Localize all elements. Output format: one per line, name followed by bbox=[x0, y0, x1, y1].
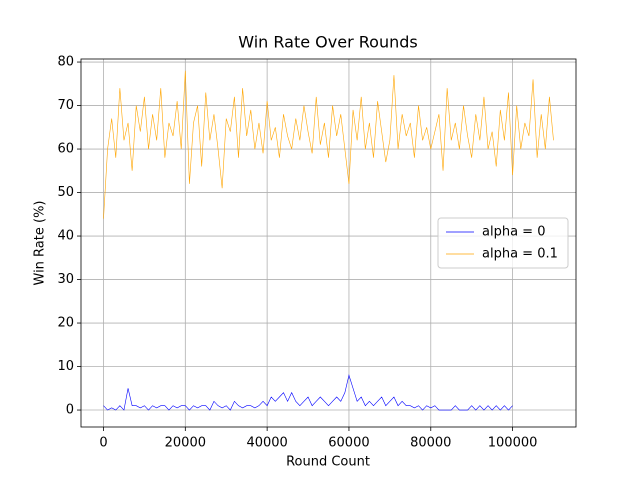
axes-frame bbox=[80, 58, 577, 428]
legend-label: alpha = 0.1 bbox=[482, 247, 558, 262]
y-tick-label: 50 bbox=[57, 185, 74, 200]
x-tick-label: 0 bbox=[99, 436, 107, 451]
chart-title: Win Rate Over Rounds bbox=[238, 33, 417, 52]
y-tick-label: 30 bbox=[57, 272, 74, 287]
x-tick-label: 60000 bbox=[328, 436, 369, 451]
y-tick-label: 70 bbox=[57, 98, 74, 113]
series-line bbox=[103, 374, 513, 411]
y-tick-label: 10 bbox=[57, 359, 74, 374]
y-tick-label: 20 bbox=[57, 316, 74, 331]
legend-label: alpha = 0 bbox=[482, 225, 545, 240]
x-tick-label: 40000 bbox=[246, 436, 287, 451]
legend: alpha = 0 alpha = 0.1 bbox=[437, 217, 569, 269]
x-tick-label: 100000 bbox=[488, 436, 538, 451]
legend-box bbox=[437, 217, 569, 269]
x-axis-label: Round Count bbox=[286, 455, 370, 470]
series-line bbox=[103, 70, 554, 219]
y-tick-label: 60 bbox=[57, 142, 74, 157]
y-tick-label: 40 bbox=[57, 229, 74, 244]
y-tick-label: 0 bbox=[66, 403, 74, 418]
y-tick-label: 80 bbox=[57, 55, 74, 70]
x-tick-label: 80000 bbox=[410, 436, 451, 451]
y-axis-label: Win Rate (%) bbox=[33, 201, 48, 286]
x-tick-label: 20000 bbox=[165, 436, 206, 451]
